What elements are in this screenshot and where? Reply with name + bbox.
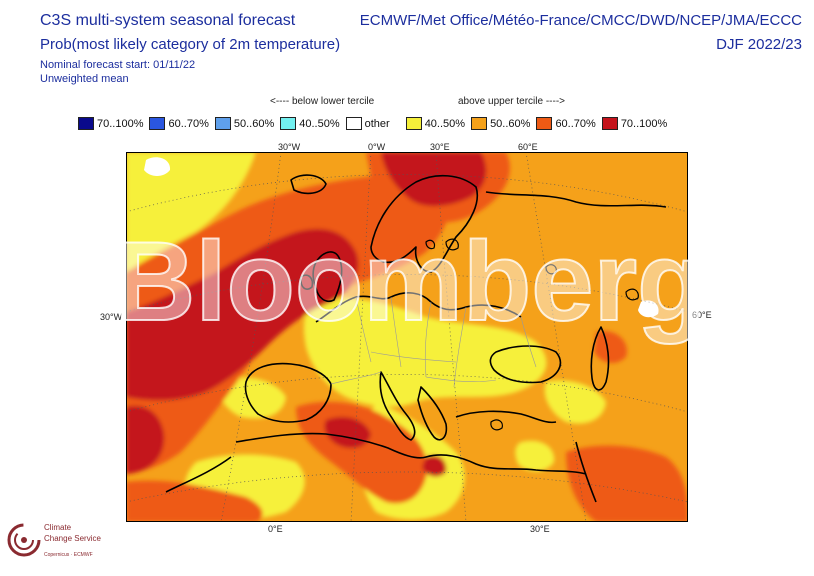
probability-field-60-70 <box>594 331 627 364</box>
legend-item-below-60-70: 60..70% <box>149 117 209 130</box>
top-axis-label: 0°W <box>368 142 386 152</box>
legend: 70..100% 60..70% 50..60% 40..50% other 4… <box>78 117 673 130</box>
graticule <box>126 152 688 522</box>
title-line-1: C3S multi-system seasonal forecast <box>40 12 296 29</box>
forecast-map-svg <box>126 152 688 522</box>
legend-item-below-70-100: 70..100% <box>78 117 143 130</box>
legend-item-above-70-100: 70..100% <box>601 117 668 130</box>
legend-swatch <box>601 117 618 130</box>
legend-swatch <box>471 117 488 130</box>
probability-field-70-100 <box>126 228 359 401</box>
probability-field-other <box>638 300 659 318</box>
probability-field-40-50 <box>544 380 606 424</box>
legend-item-label: 40..50% <box>299 117 340 130</box>
legend-item-label: 70..100% <box>97 117 144 130</box>
legend-item-label: 60..70% <box>555 117 596 130</box>
legend-item-above-60-70: 60..70% <box>536 117 596 130</box>
legend-swatch <box>149 117 166 130</box>
logo-text-line1: Climate <box>44 523 72 532</box>
probability-field-40-50 <box>515 440 555 472</box>
coastlines <box>165 174 667 503</box>
legend-item-above-50-60: 50..60% <box>471 117 530 130</box>
legend-item-below-40-50: 40..50% <box>280 117 340 130</box>
country-borders <box>330 296 537 388</box>
legend-swatch <box>78 117 94 130</box>
top-axis-label: 60°E <box>518 142 538 152</box>
probability-field-other <box>144 157 171 176</box>
map-frame <box>126 152 688 522</box>
legend-item-label: 60..70% <box>168 117 209 130</box>
probability-field-70-100 <box>422 455 447 477</box>
probability-field-60-70 <box>566 445 688 522</box>
legend-swatch <box>214 117 231 130</box>
logo-text-line2: Change Service <box>44 534 101 543</box>
watermark-logo: Bloomberg <box>113 220 706 345</box>
legend-item-other: other <box>345 117 390 130</box>
copernicus-logo-icon <box>7 523 41 557</box>
probability-field-60-70 <box>126 480 263 522</box>
legend-swatch <box>405 117 422 130</box>
legend-swatch <box>345 117 362 130</box>
coast-details <box>425 238 639 431</box>
title-line-2: Prob(most likely category of 2m temperat… <box>40 36 341 53</box>
legend-item-label: 50..60% <box>490 117 531 130</box>
probability-field-70-100 <box>126 405 165 474</box>
legend-item-below-50-60: 50..60% <box>214 117 275 130</box>
top-axis-label: 30°W <box>278 142 301 152</box>
nominal-start-label: Nominal forecast start: 01/11/22 <box>40 59 196 71</box>
legend-item-label: 40..50% <box>424 117 466 130</box>
probability-field-40-50 <box>126 152 256 272</box>
left-axis-label: 30°W <box>100 312 123 322</box>
legend-item-label: other <box>364 117 390 130</box>
top-axis-label: 30°E <box>430 142 450 152</box>
probability-field-60-70 <box>126 174 450 474</box>
probability-field-70-100 <box>381 152 487 207</box>
legend-swatch <box>280 117 297 130</box>
forecast-map <box>126 152 688 522</box>
season-label: DJF 2022/23 <box>716 36 802 53</box>
legend-above-label: above upper tercile ----> <box>458 96 565 107</box>
bottom-axis-label: 0°E <box>268 524 283 534</box>
weighting-label: Unweighted mean <box>40 73 129 85</box>
right-axis-label: 60°E <box>692 310 712 320</box>
watermark-text: Bloomberg <box>114 220 705 344</box>
legend-below-label: <---- below lower tercile <box>270 96 375 107</box>
systems-label: ECMWF/Met Office/Météo-France/CMCC/DWD/N… <box>359 12 802 29</box>
legend-item-label: 50..60% <box>233 117 275 130</box>
legend-item-above-40-50: 40..50% <box>405 117 466 130</box>
legend-swatch <box>536 117 553 130</box>
bottom-axis-label: 30°E <box>530 524 550 534</box>
legend-item-label: 70..100% <box>620 117 668 130</box>
logo-text-line3: Copernicus · ECMWF <box>44 552 93 558</box>
